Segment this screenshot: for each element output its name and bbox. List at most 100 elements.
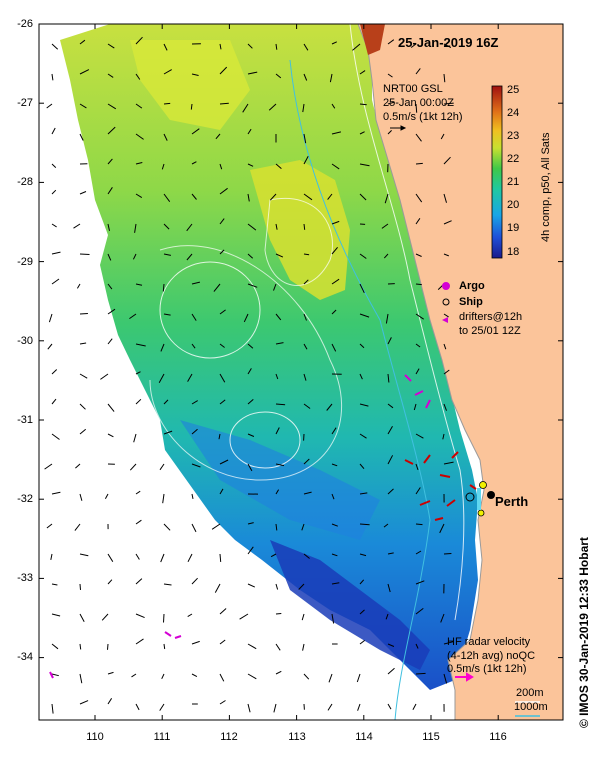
current-arrow [51, 223, 57, 228]
current-arrow [191, 343, 196, 349]
current-arrow [275, 643, 281, 651]
current-arrow [359, 131, 365, 135]
current-arrow [415, 433, 424, 439]
current-arrow [191, 73, 199, 76]
current-arrow [73, 223, 81, 229]
current-arrow [219, 343, 225, 348]
y-tick-label: -28 [17, 176, 33, 188]
current-arrow [219, 43, 222, 50]
current-arrow [211, 523, 221, 530]
current-arrow [415, 218, 421, 225]
colorbar-tick: 22 [507, 153, 520, 165]
current-arrow [79, 253, 90, 255]
land [357, 24, 563, 720]
drifter-tracks [404, 451, 477, 521]
current-arrow [415, 672, 426, 675]
current-arrow [219, 66, 228, 75]
current-arrow [331, 131, 342, 135]
x-tick-label: 116 [489, 731, 507, 743]
current-arrow [387, 101, 395, 105]
current-arrow [303, 373, 307, 381]
current-arrow [385, 313, 389, 324]
isobath-200-label: 200m [516, 687, 544, 699]
current-arrow [387, 455, 394, 465]
current-arrow [331, 103, 336, 109]
current-arrow [383, 253, 389, 259]
current-arrow [79, 613, 85, 622]
current-arrow [331, 309, 337, 315]
current-arrow [359, 103, 367, 106]
drifter-legend-symbol [442, 317, 448, 323]
current-arrow [135, 162, 143, 165]
current-arrow [107, 671, 114, 675]
current-arrow [187, 373, 193, 382]
current-arrow [79, 39, 86, 45]
current-arrow [107, 308, 116, 315]
current-arrow [135, 490, 141, 495]
current-arrow [158, 373, 165, 383]
current-arrow [387, 643, 395, 647]
current-arrow [443, 43, 452, 49]
current-arrow [415, 343, 421, 348]
legend-argo: Argo [459, 280, 485, 292]
current-arrow [79, 583, 81, 590]
current-arrow [79, 403, 86, 410]
legend-drifters: drifters@12h [459, 311, 523, 323]
current-arrow [213, 283, 221, 292]
current-arrow [79, 673, 83, 684]
inland-hot [360, 24, 385, 55]
current-arrow [303, 491, 312, 495]
current-arrow [107, 283, 113, 290]
current-arrow [275, 670, 282, 675]
radar-subtitle: (4-12h avg) noQC [447, 650, 536, 662]
current-arrow [331, 463, 338, 467]
current-arrow [239, 613, 249, 620]
current-arrow [443, 641, 454, 645]
current-arrow [107, 433, 114, 438]
current-arrow [79, 133, 84, 141]
current-arrow [107, 126, 116, 135]
current-arrow [51, 73, 54, 81]
current-arrow [79, 700, 89, 705]
current-arrow [275, 43, 278, 50]
credit-label: © IMOS 30-Jan-2019 12:33 Hobart [577, 537, 591, 728]
current-arrow [331, 278, 340, 285]
current-arrow [191, 281, 201, 285]
current-arrow [160, 553, 165, 563]
current-arrow [160, 343, 165, 352]
eddy-contour [149, 245, 343, 481]
current-arrow [303, 133, 307, 144]
current-arrow [331, 41, 338, 45]
current-arrow [387, 337, 392, 345]
colorbar-tick: 21 [507, 176, 520, 188]
current-arrow [219, 673, 225, 682]
current-arrow [51, 251, 61, 255]
current-arrow [359, 313, 370, 318]
current-arrow [356, 673, 361, 683]
current-arrow [273, 283, 277, 291]
cold-patch-mid [180, 420, 380, 540]
current-arrow [275, 463, 285, 467]
current-arrow [270, 553, 277, 558]
colorbar-tick: 20 [507, 199, 520, 211]
y-tick-label: -33 [17, 572, 33, 584]
current-arrow [191, 463, 201, 468]
current-arrow [412, 703, 417, 710]
current-arrow [415, 193, 423, 203]
current-arrow [247, 71, 258, 75]
current-arrow [275, 523, 278, 531]
current-arrow [443, 461, 454, 465]
current-arrow [191, 428, 198, 435]
current-arrow [352, 43, 361, 51]
current-arrow [163, 313, 171, 316]
current-arrow [331, 220, 340, 225]
current-arrow [247, 433, 255, 437]
current-arrow [275, 613, 282, 615]
current-arrow [331, 613, 335, 624]
current-arrow [107, 553, 114, 562]
current-arrow [46, 523, 53, 529]
current-arrow [219, 309, 226, 315]
current-arrow [51, 613, 61, 617]
current-arrow [273, 703, 277, 713]
current-arrow [107, 43, 115, 49]
